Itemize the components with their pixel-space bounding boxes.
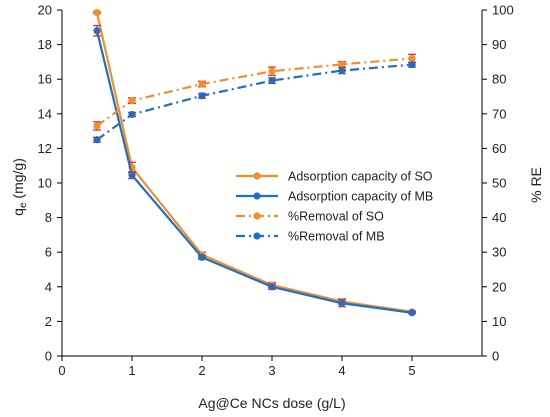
- axes: [57, 9, 487, 361]
- axis-titles: Ag@Ce NCs dose (g/L) qe (mg/g) % RE: [10, 158, 544, 411]
- data-point: [93, 122, 101, 130]
- legend-label: Adsorption capacity of MB: [288, 190, 433, 204]
- data-point: [408, 61, 416, 69]
- y2-tick-label: 30: [492, 245, 506, 260]
- data-point: [268, 67, 276, 75]
- legend-item: %Removal of SO: [236, 210, 384, 224]
- y2-axis-title: % RE: [528, 167, 544, 203]
- series-2: [93, 24, 416, 317]
- y-tick-label: 20: [38, 3, 52, 18]
- data-point: [338, 299, 346, 307]
- legend-marker: [253, 232, 261, 240]
- y-axis-title: qe (mg/g): [10, 158, 29, 216]
- series-4: [93, 61, 416, 144]
- data-point: [268, 76, 276, 85]
- legend-label: Adsorption capacity of SO: [288, 170, 433, 184]
- data-point: [128, 110, 136, 119]
- legend-marker: [253, 192, 261, 200]
- data-point: [268, 283, 276, 291]
- y-tick-label: 8: [45, 210, 52, 225]
- y2-tick-label: 50: [492, 176, 506, 191]
- y2-tick-label: 60: [492, 141, 506, 156]
- series-line: [96, 57, 413, 127]
- x-tick-label: 1: [128, 363, 135, 378]
- data-point: [408, 309, 416, 317]
- x-tick-label: 4: [338, 363, 345, 378]
- y-tick-label: 6: [45, 245, 52, 260]
- legend-item: Adsorption capacity of SO: [236, 170, 433, 184]
- data-point: [198, 80, 206, 88]
- y2-tick-label: 90: [492, 37, 506, 52]
- y-tick-label: 0: [45, 349, 52, 364]
- y-tick-label: 14: [38, 106, 52, 121]
- series-line: [95, 12, 413, 313]
- y-axis-title-rest: (mg/g): [10, 158, 26, 202]
- legend-item: %Removal of MB: [236, 230, 385, 244]
- data-point: [93, 136, 101, 144]
- data-point: [198, 253, 206, 261]
- y-tick-label: 4: [45, 279, 52, 294]
- y2-tick-label: 100: [492, 3, 514, 18]
- y-tick-label: 10: [38, 176, 52, 191]
- legend: Adsorption capacity of SO Adsorption capa…: [236, 170, 433, 244]
- data-point: [408, 54, 416, 63]
- y-tick-label: 12: [38, 141, 52, 156]
- series-line: [95, 30, 413, 314]
- legend-label: %Removal of MB: [288, 230, 385, 244]
- y2-tick-label: 80: [492, 72, 506, 87]
- data-point: [338, 60, 346, 68]
- y-tick-label: 2: [45, 314, 52, 329]
- legend-marker: [253, 212, 261, 220]
- y-axis-title-main: q: [10, 208, 26, 216]
- plot-marks: [93, 8, 416, 317]
- y2-tick-label: 70: [492, 106, 506, 121]
- data-point: [338, 66, 346, 75]
- y2-tick-label: 0: [492, 349, 499, 364]
- legend-label: %Removal of SO: [288, 210, 384, 224]
- data-point: [93, 27, 101, 35]
- x-tick-label: 0: [58, 363, 65, 378]
- data-point: [128, 171, 136, 179]
- series-1: [93, 8, 416, 316]
- x-tick-label: 3: [268, 363, 275, 378]
- y2-tick-label: 10: [492, 314, 506, 329]
- legend-item: Adsorption capacity of MB: [236, 190, 433, 204]
- legend-marker: [253, 172, 261, 180]
- series-3: [93, 53, 416, 131]
- series-line: [96, 63, 413, 141]
- x-tick-label: 2: [198, 363, 205, 378]
- y-tick-label: 18: [38, 37, 52, 52]
- x-tick-label: 5: [408, 363, 415, 378]
- y2-tick-label: 20: [492, 279, 506, 294]
- y-axis-title-sub: e: [18, 202, 29, 208]
- data-point: [93, 8, 101, 17]
- tick-labels: 0 1 2 3 4 50246810121416182001020304050607080…: [38, 3, 514, 379]
- y-tick-label: 16: [38, 72, 52, 87]
- data-point: [198, 92, 206, 100]
- x-axis-title: Ag@Ce NCs dose (g/L): [198, 395, 345, 411]
- data-point: [128, 97, 136, 105]
- y2-tick-label: 40: [492, 210, 506, 225]
